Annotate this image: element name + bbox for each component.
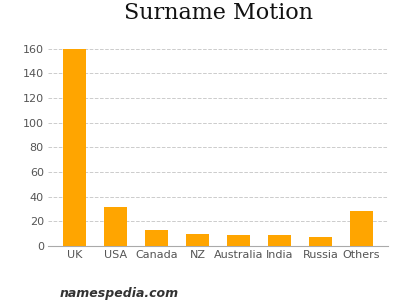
Bar	[145, 230, 168, 246]
Bar	[104, 206, 127, 246]
Text: namespedia.com: namespedia.com	[60, 287, 179, 300]
Bar	[227, 235, 250, 246]
Bar	[64, 49, 86, 246]
Bar	[186, 234, 209, 246]
Bar	[350, 212, 372, 246]
Bar	[309, 237, 332, 246]
Title: Surname Motion: Surname Motion	[124, 2, 312, 24]
Bar	[268, 235, 291, 246]
